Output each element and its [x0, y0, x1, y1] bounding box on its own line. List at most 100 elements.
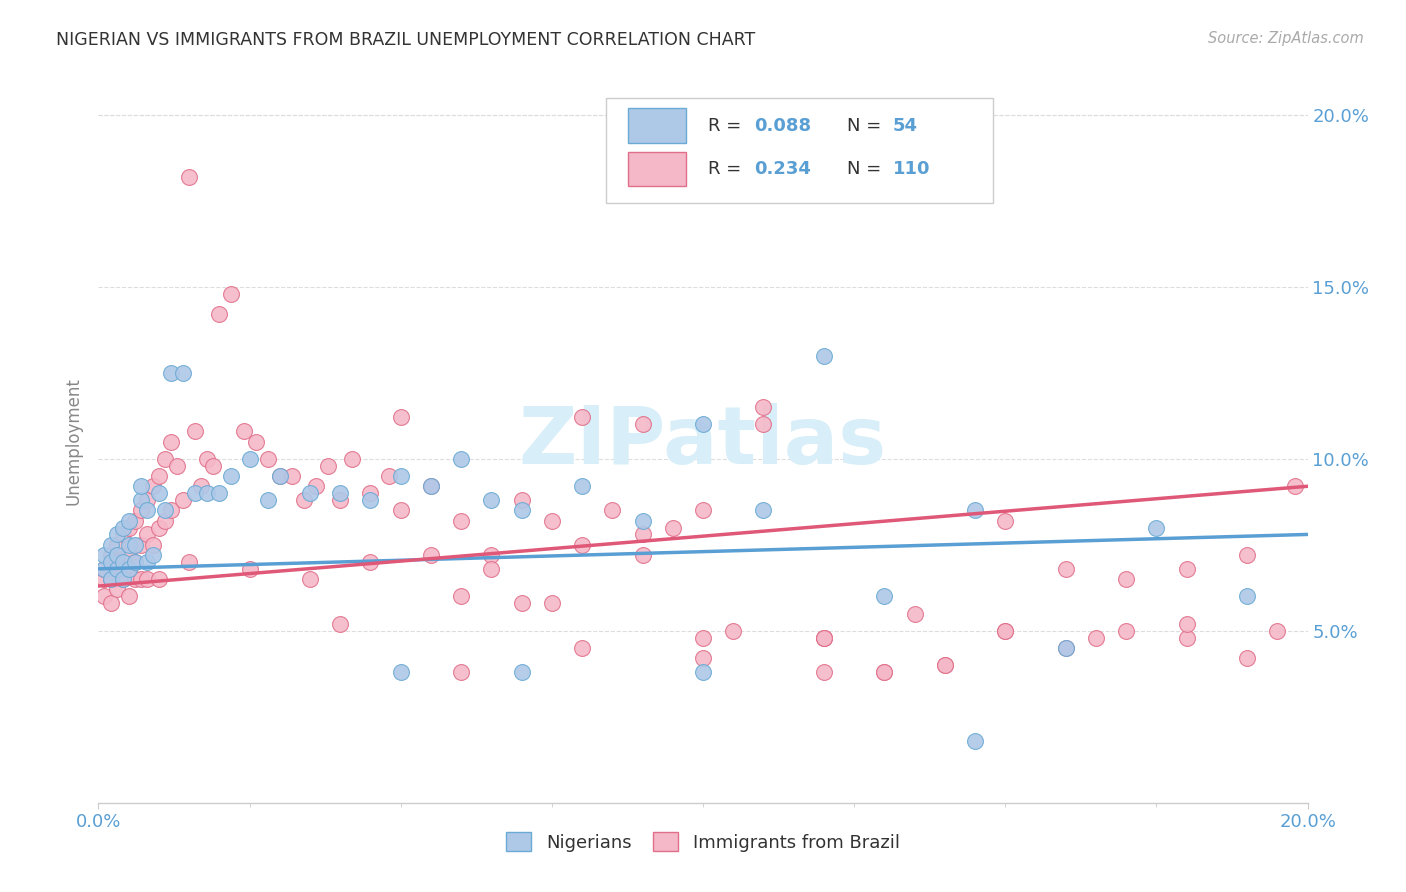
Point	[1236, 590, 1258, 604]
Point	[631, 527, 654, 541]
Point	[692, 665, 714, 679]
Point	[1236, 651, 1258, 665]
Point	[135, 572, 157, 586]
Point	[1115, 624, 1137, 638]
Point	[692, 417, 714, 432]
Text: ZIPatlas: ZIPatlas	[519, 402, 887, 481]
Point	[510, 493, 533, 508]
Point	[994, 514, 1017, 528]
Point	[100, 596, 122, 610]
Point	[723, 624, 745, 638]
Point	[153, 451, 176, 466]
Point	[179, 555, 201, 569]
Point	[1054, 640, 1077, 655]
Point	[184, 424, 207, 438]
Point	[129, 503, 152, 517]
Point	[281, 469, 304, 483]
Point	[118, 520, 141, 534]
Point	[1144, 520, 1167, 534]
Point	[1175, 562, 1198, 576]
Point	[142, 538, 165, 552]
Point	[129, 493, 152, 508]
Point	[93, 548, 115, 562]
Point	[160, 366, 183, 380]
Point	[195, 451, 218, 466]
Point	[93, 572, 115, 586]
Point	[540, 596, 562, 610]
Point	[129, 538, 152, 552]
Point	[752, 400, 775, 414]
Point	[111, 562, 134, 576]
Point	[239, 451, 262, 466]
Point	[148, 520, 170, 534]
Point	[510, 596, 533, 610]
Point	[813, 631, 835, 645]
Point	[360, 486, 382, 500]
Point	[148, 486, 170, 500]
Point	[256, 451, 278, 466]
Point	[420, 479, 443, 493]
Point	[148, 469, 170, 483]
Point	[510, 503, 533, 517]
Text: NIGERIAN VS IMMIGRANTS FROM BRAZIL UNEMPLOYMENT CORRELATION CHART: NIGERIAN VS IMMIGRANTS FROM BRAZIL UNEMP…	[56, 31, 755, 49]
Point	[111, 572, 134, 586]
Point	[111, 555, 134, 569]
Point	[299, 486, 322, 500]
Point	[692, 631, 714, 645]
Text: N =: N =	[846, 117, 887, 135]
Point	[1284, 479, 1306, 493]
Point	[269, 469, 291, 483]
Point	[202, 458, 225, 473]
Point	[232, 424, 254, 438]
Point	[269, 469, 291, 483]
Point	[1115, 572, 1137, 586]
Point	[153, 514, 176, 528]
Point	[571, 640, 593, 655]
Text: 0.088: 0.088	[754, 117, 811, 135]
Y-axis label: Unemployment: Unemployment	[65, 377, 83, 506]
Text: R =: R =	[707, 161, 747, 178]
Point	[813, 665, 835, 679]
Point	[602, 503, 624, 517]
FancyBboxPatch shape	[628, 152, 686, 186]
Point	[389, 469, 412, 483]
Point	[118, 514, 141, 528]
Point	[111, 572, 134, 586]
Point	[994, 624, 1017, 638]
Point	[221, 286, 243, 301]
Point	[172, 366, 194, 380]
Point	[124, 555, 146, 569]
Point	[329, 486, 352, 500]
Point	[105, 555, 128, 569]
Point	[510, 665, 533, 679]
Point	[184, 486, 207, 500]
Text: N =: N =	[846, 161, 887, 178]
Point	[100, 548, 122, 562]
Point	[221, 469, 243, 483]
Point	[100, 572, 122, 586]
Point	[377, 469, 399, 483]
Point	[692, 503, 714, 517]
Text: R =: R =	[707, 117, 747, 135]
Point	[329, 616, 352, 631]
Point	[873, 665, 896, 679]
Point	[420, 479, 443, 493]
Point	[172, 493, 194, 508]
Point	[208, 486, 231, 500]
Point	[105, 582, 128, 597]
Point	[118, 590, 141, 604]
Point	[965, 503, 987, 517]
Point	[1175, 631, 1198, 645]
Point	[873, 665, 896, 679]
Text: 0.234: 0.234	[754, 161, 811, 178]
Point	[904, 607, 927, 621]
Point	[965, 734, 987, 748]
Point	[142, 479, 165, 493]
Point	[752, 503, 775, 517]
Point	[316, 458, 339, 473]
Point	[135, 555, 157, 569]
Point	[1236, 548, 1258, 562]
Point	[160, 434, 183, 449]
Point	[239, 562, 262, 576]
Point	[813, 631, 835, 645]
